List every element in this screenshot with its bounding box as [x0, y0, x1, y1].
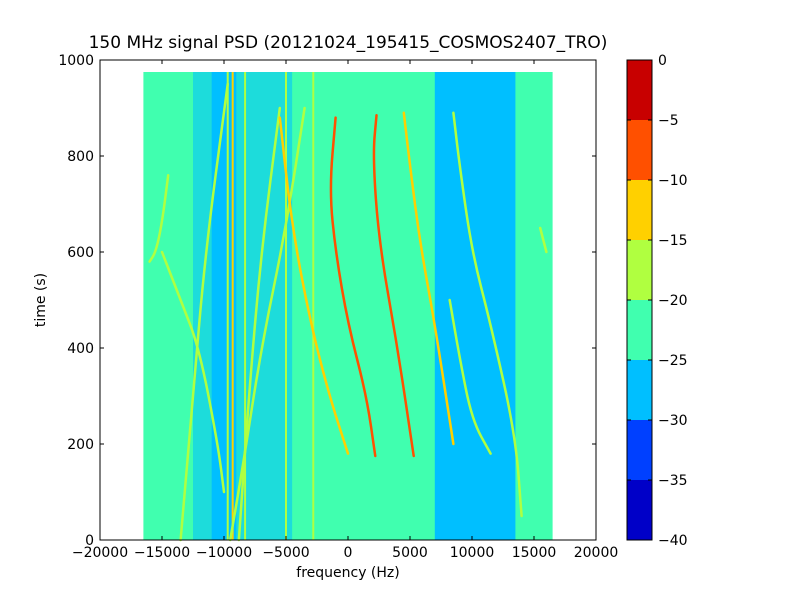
heatmap-trace — [402, 111, 455, 446]
y-axis: 0 200 400 600 800 1000 — [58, 53, 596, 549]
heatmap-trace — [448, 298, 492, 455]
x-tick-label: −5000 — [262, 545, 309, 561]
heatmap-band — [193, 72, 212, 540]
heatmap-trace — [148, 173, 170, 263]
plot-area — [99, 59, 597, 542]
heatmap-trace — [179, 82, 229, 542]
x-tick-label: −10000 — [196, 545, 252, 561]
colorbar-tick-label: −40 — [658, 533, 688, 549]
x-tick-label: 5000 — [392, 545, 428, 561]
x-axis-label: frequency (Hz) — [296, 565, 399, 581]
x-tick-label: 0 — [344, 545, 353, 561]
heatmap-trace — [160, 250, 226, 494]
colorbar-segment — [627, 420, 652, 480]
heatmap-trace — [237, 106, 282, 542]
heatmap-trace — [278, 116, 350, 455]
y-tick-label: 400 — [67, 341, 94, 357]
colorbar-tick-label: −10 — [658, 173, 688, 189]
colorbar-tick-label: −25 — [658, 353, 688, 369]
y-tick-label: 200 — [67, 437, 94, 453]
chart-title: 150 MHz signal PSD (20121024_195415_COSM… — [89, 33, 608, 53]
heatmap-trace — [329, 116, 377, 458]
heatmap-band — [434, 72, 516, 540]
colorbar-tick-label: −30 — [658, 413, 688, 429]
colorbar-tick-label: −20 — [658, 293, 688, 309]
colorbar-segment — [627, 300, 652, 360]
colorbar-segment — [627, 480, 652, 540]
heatmap-trace — [228, 106, 306, 542]
x-axis: −20000 −15000 −10000 −5000 0 5000 10000 15000 20… — [72, 60, 618, 561]
x-tick-label: 10000 — [450, 545, 495, 561]
x-tick-label: −20000 — [72, 545, 128, 561]
x-tick-label: −15000 — [134, 545, 190, 561]
heatmap-trace — [372, 113, 415, 458]
colorbar-tick-label: −15 — [658, 233, 688, 249]
heatmap-trace — [452, 111, 523, 518]
colorbar-tick-label: −35 — [658, 473, 688, 489]
y-tick-label: 0 — [85, 533, 94, 549]
colorbar-segment — [627, 180, 652, 240]
y-tick-label: 600 — [67, 245, 94, 261]
x-tick-label: 20000 — [574, 545, 619, 561]
colorbar-tick-label: 0 — [658, 53, 667, 69]
colorbar-tick-label: −5 — [658, 113, 679, 129]
colorbar-segment — [627, 60, 652, 120]
colorbar: 0 −5 −10 −15 −20 −25 −30 −35 −40 — [626, 53, 688, 549]
colorbar-segment — [627, 240, 652, 300]
x-tick-label: 15000 — [512, 545, 557, 561]
heatmap — [143, 72, 553, 542]
y-axis-label: time (s) — [33, 273, 49, 327]
colorbar-segment — [627, 360, 652, 420]
y-tick-label: 1000 — [58, 53, 94, 69]
colorbar-segment — [627, 120, 652, 180]
heatmap-trace — [538, 226, 548, 254]
y-tick-label: 800 — [67, 149, 94, 165]
